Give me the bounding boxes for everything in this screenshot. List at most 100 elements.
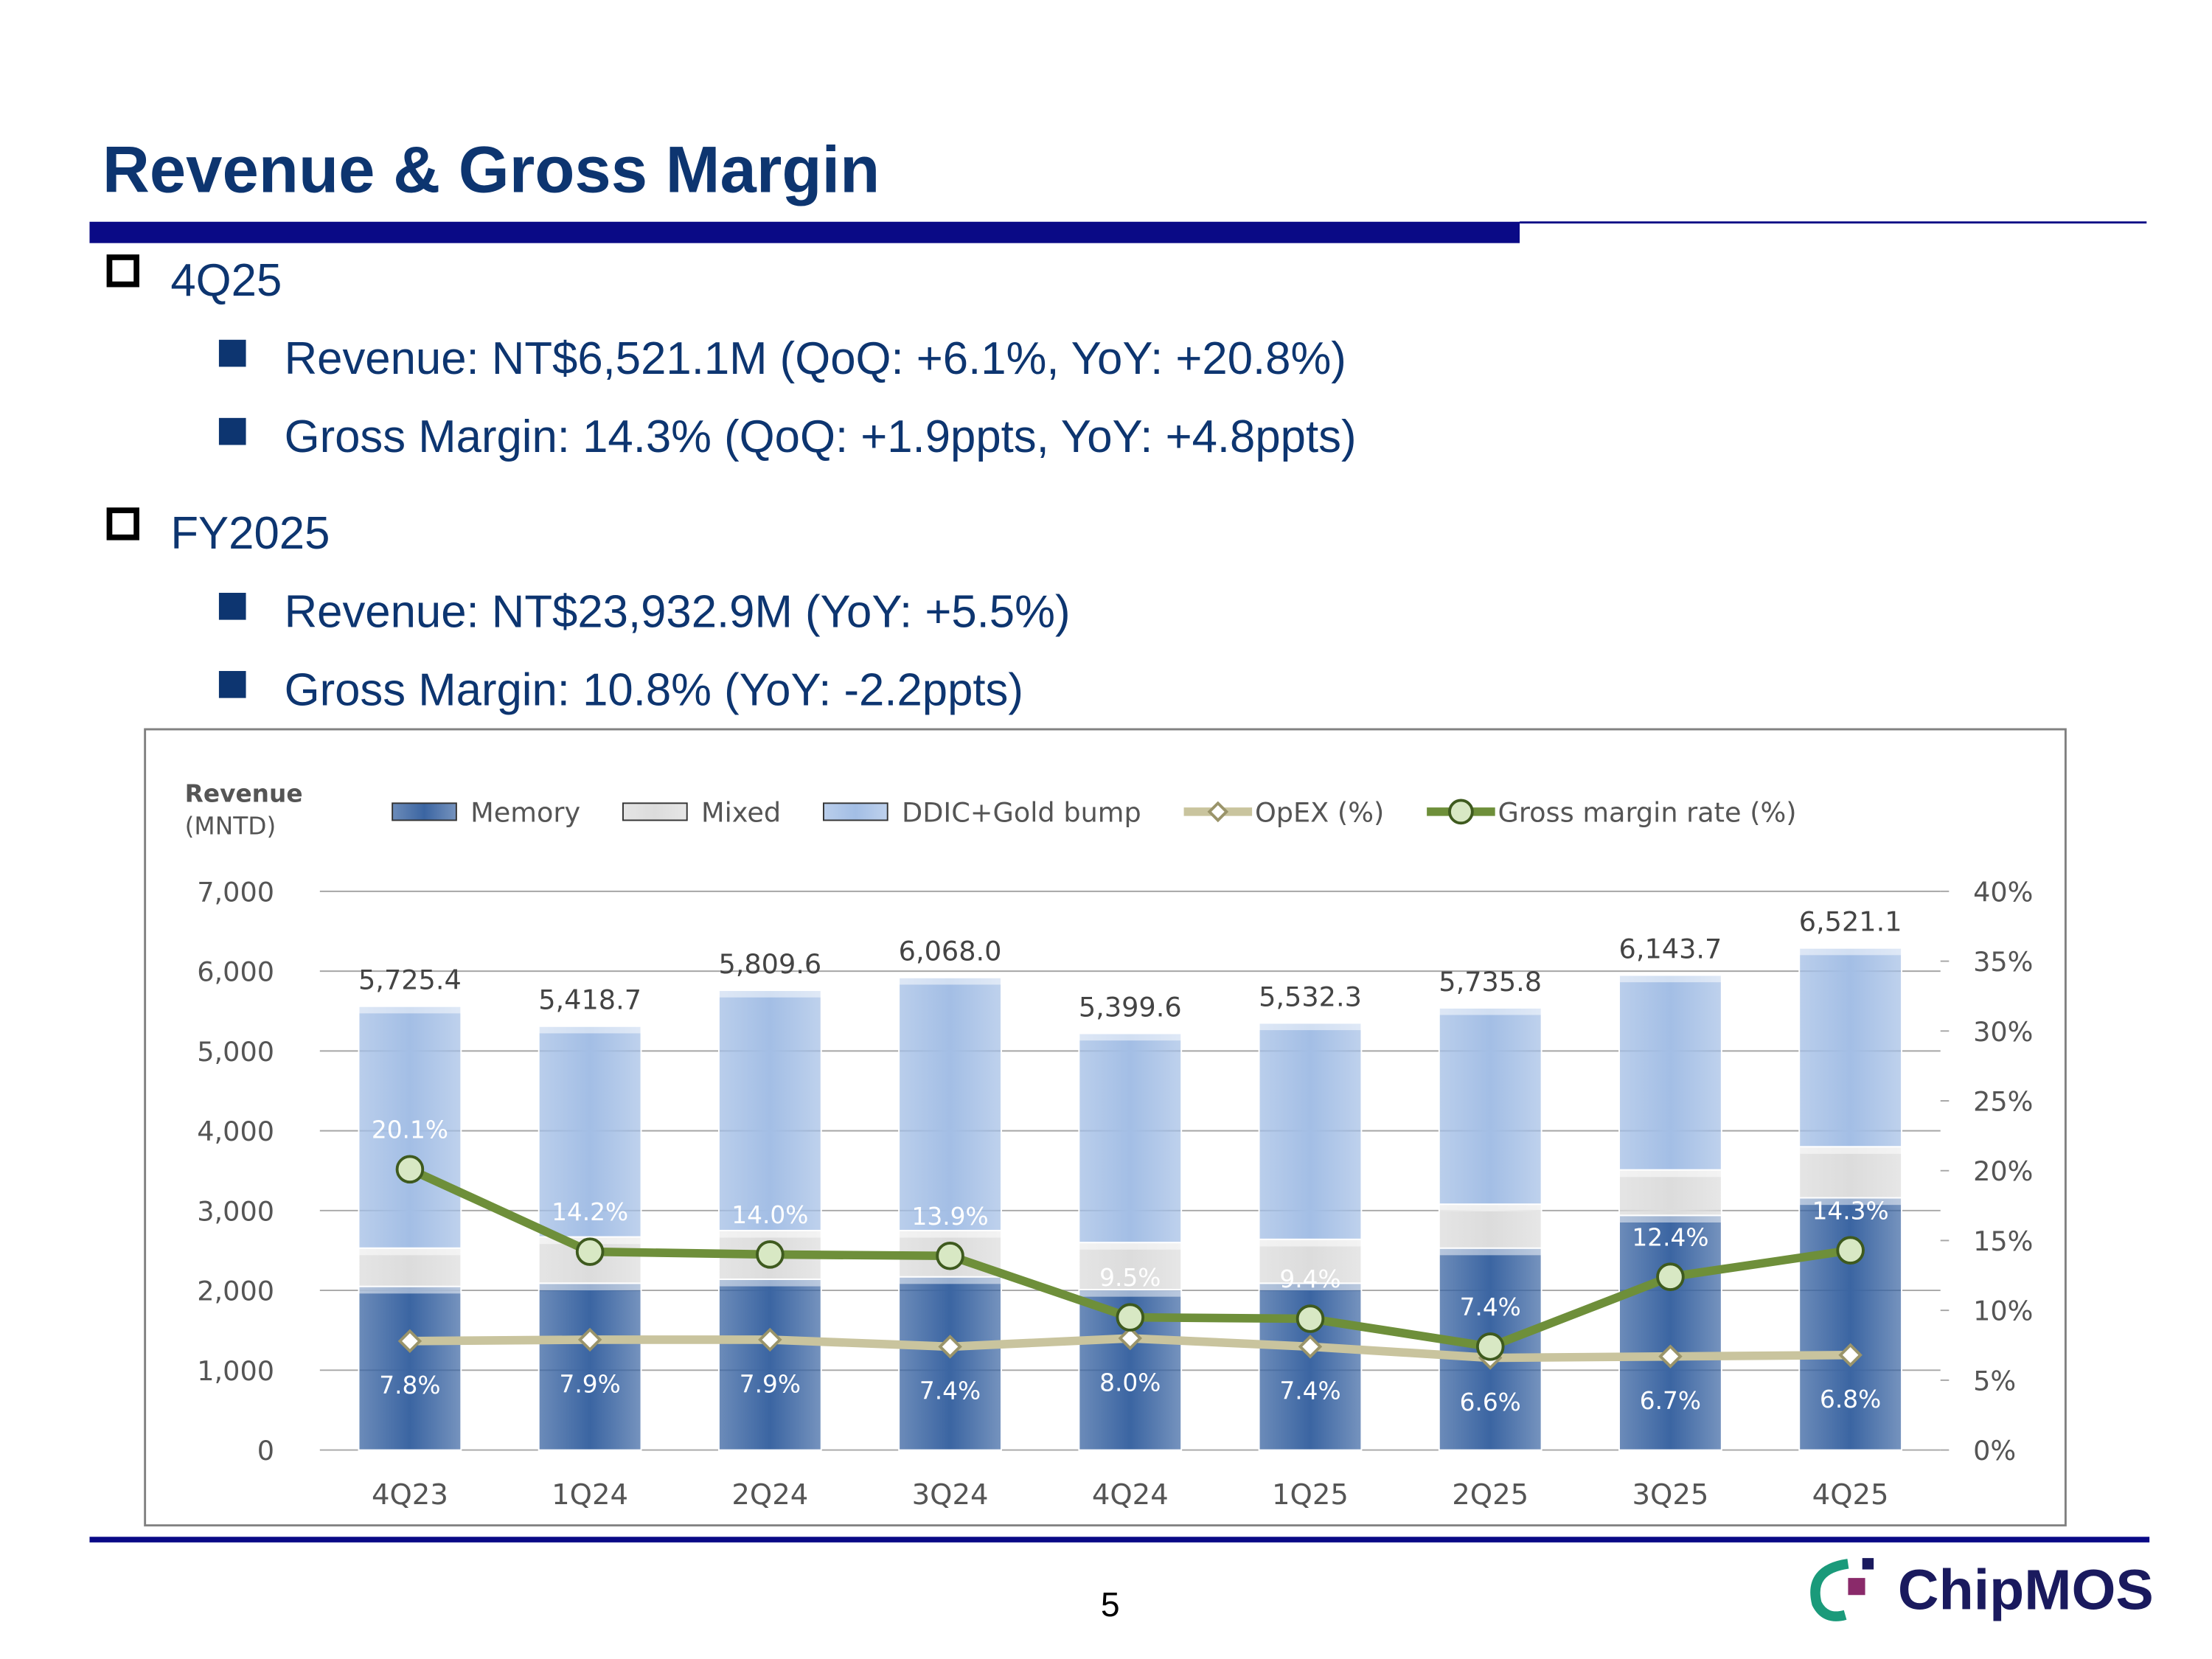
bar-bevel	[1079, 1290, 1182, 1297]
bar-bevel	[538, 1026, 641, 1034]
line-marker	[575, 1237, 605, 1266]
bar-bevel	[1079, 1033, 1182, 1041]
legend-label: DDIC+Gold bump	[902, 796, 1141, 828]
legend-label: OpEX (%)	[1255, 796, 1384, 828]
y-tick-label: 0	[257, 1435, 274, 1467]
bar-bevel	[718, 990, 821, 998]
filled-bullet	[218, 671, 246, 698]
data-label: 7.4%	[919, 1377, 981, 1405]
x-tick-label: 1Q24	[552, 1478, 628, 1512]
bar-bevel	[899, 977, 1001, 985]
data-label: 6.6%	[1460, 1388, 1521, 1416]
title-bar	[89, 221, 1520, 243]
line-marker	[938, 1335, 962, 1359]
y2-tick-label: 30%	[1973, 1016, 2033, 1048]
slide-title: Revenue & Gross Margin	[102, 133, 880, 206]
data-label: 7.4%	[1279, 1377, 1340, 1405]
data-label: 6.8%	[1820, 1385, 1881, 1413]
bar-segment	[1438, 1203, 1543, 1249]
total-label: 5,725.4	[358, 964, 462, 996]
filled-bullet	[218, 339, 246, 367]
data-label: 9.5%	[1099, 1264, 1161, 1292]
y-tick-label: 1,000	[197, 1355, 274, 1387]
data-label: 6.7%	[1640, 1387, 1701, 1415]
y-axis-label: Revenue	[185, 779, 303, 807]
line-marker	[1298, 1335, 1323, 1359]
x-tick-label: 2Q25	[1452, 1478, 1528, 1512]
total-label: 5,399.6	[1079, 991, 1182, 1023]
total-label: 6,521.1	[1799, 906, 1902, 938]
data-label: 12.4%	[1632, 1223, 1708, 1251]
line-marker	[395, 1155, 425, 1184]
bar-bevel	[1439, 1204, 1542, 1211]
bar-bevel	[1079, 1242, 1182, 1250]
bar-bevel	[718, 1230, 821, 1238]
data-label: 14.0%	[731, 1201, 808, 1229]
total-label: 6,143.7	[1619, 933, 1722, 964]
y2-tick-label: 20%	[1973, 1155, 2033, 1187]
legend-label: Gross margin rate (%)	[1498, 796, 1797, 828]
legend-swatch	[822, 802, 888, 821]
y-tick-label: 7,000	[197, 876, 274, 908]
bar-segment	[898, 976, 1002, 1231]
bar-segment	[1798, 1146, 1903, 1199]
logo-text: ChipMOS	[1898, 1559, 2154, 1622]
bar-bevel	[1259, 1239, 1362, 1247]
page-number: 5	[1101, 1585, 1120, 1624]
y2-tick-label: 0%	[1973, 1435, 2016, 1467]
line-marker	[1475, 1332, 1505, 1361]
legend-label: Mixed	[701, 796, 781, 828]
line-marker	[936, 1241, 964, 1270]
data-label: 7.9%	[740, 1370, 801, 1398]
bar-bevel	[1439, 1007, 1542, 1015]
bar-bevel	[358, 1006, 462, 1014]
bar-bevel	[1799, 1147, 1902, 1154]
hollow-bullet	[106, 507, 139, 540]
bar-segment	[538, 1282, 642, 1451]
y-tick-label: 5,000	[197, 1036, 274, 1068]
y2-tick-label: 35%	[1973, 946, 2033, 978]
bar-bevel	[358, 1248, 462, 1256]
y2-tick-label: 15%	[1973, 1225, 2033, 1257]
bar-segment	[1798, 947, 1903, 1148]
bullet-text: Revenue: NT$23,932.9M (YoY: +5.5%)	[285, 586, 1071, 637]
bar-bevel	[1799, 947, 1902, 956]
bar-bevel	[358, 1286, 462, 1294]
y-tick-label: 4,000	[197, 1116, 274, 1147]
legend-swatch	[392, 802, 457, 821]
line-marker	[1838, 1343, 1863, 1367]
data-label: 14.2%	[552, 1198, 628, 1226]
bar-segment	[898, 1276, 1002, 1451]
logo-icon	[1810, 1558, 1874, 1621]
line-marker	[758, 1327, 782, 1352]
y2-tick-label: 25%	[1973, 1086, 2033, 1118]
data-label: 14.3%	[1812, 1197, 1889, 1225]
bar-bevel	[1259, 1023, 1362, 1031]
bar-bevel	[718, 1279, 821, 1287]
line-marker	[756, 1240, 785, 1269]
line-marker	[577, 1327, 602, 1352]
total-label: 5,735.8	[1439, 966, 1542, 998]
bar-bevel	[1619, 1169, 1722, 1178]
x-tick-label: 3Q25	[1632, 1478, 1708, 1512]
bar-bevel	[1259, 1283, 1362, 1290]
bar-segment	[717, 990, 822, 1231]
bar-bevel	[538, 1283, 641, 1290]
x-tick-label: 4Q25	[1812, 1478, 1889, 1512]
x-tick-label: 4Q24	[1092, 1478, 1169, 1512]
legend-marker	[1448, 799, 1474, 825]
data-label: 9.4%	[1279, 1265, 1340, 1293]
legend-label: Memory	[470, 796, 580, 828]
line-marker	[1656, 1262, 1685, 1291]
legend-swatch	[622, 802, 688, 821]
data-label: 7.8%	[379, 1371, 440, 1399]
line-marker	[1116, 1303, 1145, 1332]
y2-tick-label: 10%	[1973, 1295, 2033, 1327]
bar-segment	[358, 1005, 462, 1249]
chart: 0 1,000 2,000 3,000 4,000 5,000 6,000 7,000 0% 5%…	[185, 779, 2034, 1511]
bar-bevel	[899, 1276, 1001, 1284]
line-marker	[1295, 1304, 1325, 1333]
